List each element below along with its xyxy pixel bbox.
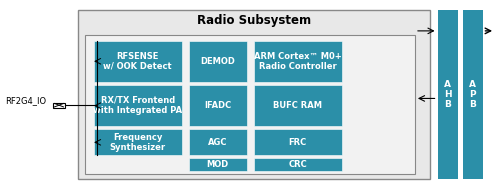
Text: RFSENSE
w/ OOK Detect: RFSENSE w/ OOK Detect <box>104 52 172 71</box>
Text: RF2G4_IO: RF2G4_IO <box>5 96 46 105</box>
Bar <box>85 35 415 174</box>
Bar <box>254 158 342 171</box>
Bar <box>94 41 182 82</box>
Bar <box>254 41 342 82</box>
Text: DEMOD: DEMOD <box>200 57 235 66</box>
Text: IFADC: IFADC <box>204 101 232 110</box>
Text: BUFC RAM: BUFC RAM <box>273 101 322 110</box>
Bar <box>438 10 458 179</box>
Text: A
P
B: A P B <box>469 80 476 109</box>
Bar <box>189 85 246 126</box>
Text: AGC: AGC <box>208 138 228 147</box>
Bar <box>78 10 430 179</box>
Bar <box>189 41 246 82</box>
Bar <box>254 85 342 126</box>
Bar <box>254 129 342 155</box>
Text: RX/TX Frontend
with Integrated PA: RX/TX Frontend with Integrated PA <box>93 96 182 115</box>
Text: Frequency
Synthesizer: Frequency Synthesizer <box>110 133 166 152</box>
Text: ARM Cortex™ M0+
Radio Controller: ARM Cortex™ M0+ Radio Controller <box>254 52 342 71</box>
Text: MOD: MOD <box>206 160 229 169</box>
Text: Radio Subsystem: Radio Subsystem <box>196 14 311 27</box>
Bar <box>189 129 246 155</box>
Bar <box>94 85 182 126</box>
Text: FRC: FRC <box>288 138 307 147</box>
Bar <box>53 103 65 108</box>
Bar <box>462 10 482 179</box>
Bar <box>94 129 182 155</box>
Bar <box>189 158 246 171</box>
Text: A
H
B: A H B <box>444 80 452 109</box>
Text: CRC: CRC <box>288 160 307 169</box>
